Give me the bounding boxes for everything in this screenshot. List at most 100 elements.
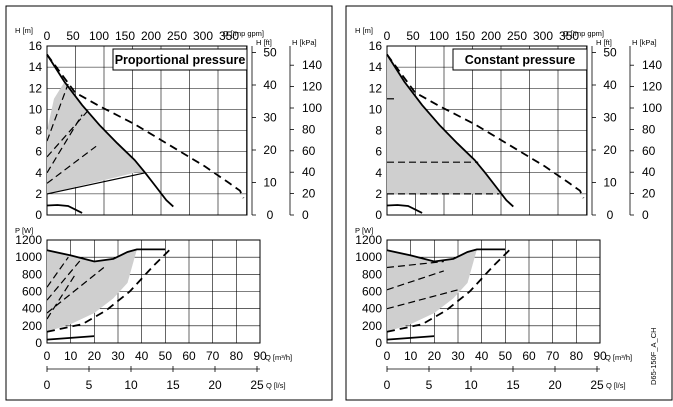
m3h-tick-label: 60 xyxy=(182,349,196,363)
power-curve xyxy=(386,335,435,341)
imp-gpm-tick-label: 200 xyxy=(141,29,161,43)
mode-title-box xyxy=(112,48,248,71)
power-control-curve xyxy=(386,270,444,291)
imp-gpm-tick-label: 300 xyxy=(533,29,553,43)
power-curve xyxy=(386,248,511,333)
kpa-tick-label: 0 xyxy=(302,208,309,222)
h-m-tick-label: 14 xyxy=(29,60,43,74)
h-m-tick-label: 6 xyxy=(35,145,42,159)
mode-title: Proportional pressure xyxy=(115,53,246,67)
imp-gpm-tick-label: 50 xyxy=(66,29,80,43)
imp-gpm-axis-label: Q [Imp gpm] xyxy=(223,29,264,38)
ft-tick-label: 20 xyxy=(603,143,617,157)
ls-tick-label: 25 xyxy=(250,378,264,392)
power-control-curve xyxy=(386,260,444,269)
power-control-curve xyxy=(46,273,76,320)
ls-tick-label: 0 xyxy=(384,378,391,392)
pump-curve xyxy=(46,53,245,199)
operating-area-shade xyxy=(387,54,500,194)
m3h-tick-label: 90 xyxy=(593,349,607,363)
m3h-tick-label: 40 xyxy=(135,349,149,363)
h-m-tick-label: 2 xyxy=(35,187,42,201)
m3h-tick-label: 70 xyxy=(546,349,560,363)
p-w-tick-label: 800 xyxy=(22,267,42,281)
p-w-tick-label: 600 xyxy=(362,285,382,299)
pump-curve xyxy=(46,204,83,214)
ls-tick-label: 5 xyxy=(426,378,433,392)
m3h-tick-label: 10 xyxy=(64,349,78,363)
m3h-tick-label: 20 xyxy=(428,349,442,363)
m3h-tick-label: 70 xyxy=(206,349,220,363)
p-w-tick-label: 1200 xyxy=(15,233,42,247)
p-w-axis-label: P [W] xyxy=(15,226,33,235)
ft-tick-label: 50 xyxy=(603,46,617,60)
m3h-tick-label: 50 xyxy=(499,349,513,363)
power-area-shade xyxy=(47,249,137,332)
ls-axis-label: Q [l/s] xyxy=(606,381,626,390)
m3h-axis-label: Q [m³/h] xyxy=(605,353,632,362)
p-w-tick-label: 400 xyxy=(22,302,42,316)
figure-code-caption: D65-150F_A_CH xyxy=(649,327,658,385)
ft-tick-label: 30 xyxy=(263,111,277,125)
mode-title: Constant pressure xyxy=(465,53,575,67)
h-m-tick-label: 4 xyxy=(375,166,382,180)
p-w-tick-label: 400 xyxy=(362,302,382,316)
h-m-axis-label: H [m] xyxy=(15,26,33,35)
power-control-curve xyxy=(46,267,105,314)
kpa-axis-label: H [kPa] xyxy=(292,38,317,47)
ls-axis-label: Q [l/s] xyxy=(266,381,286,390)
m3h-tick-label: 40 xyxy=(475,349,489,363)
m3h-tick-label: 80 xyxy=(570,349,584,363)
kpa-tick-label: 80 xyxy=(642,122,656,136)
h-m-tick-label: 16 xyxy=(369,39,383,53)
h-m-tick-label: 2 xyxy=(375,187,382,201)
panel-frame xyxy=(5,5,333,401)
h-m-tick-label: 10 xyxy=(369,102,383,116)
ft-tick-label: 0 xyxy=(267,208,274,222)
ft-tick-label: 40 xyxy=(603,78,617,92)
h-m-tick-label: 12 xyxy=(29,81,43,95)
panel-frame xyxy=(345,5,673,401)
h-m-tick-label: 10 xyxy=(29,102,43,116)
p-w-tick-label: 200 xyxy=(362,319,382,333)
h-m-tick-label: 14 xyxy=(369,60,383,74)
kpa-tick-label: 40 xyxy=(642,165,656,179)
power-curve xyxy=(386,248,506,263)
ls-tick-label: 15 xyxy=(166,378,180,392)
pump-curve xyxy=(386,204,423,214)
power-curve xyxy=(46,248,171,333)
imp-gpm-axis-label: Q [Imp gpm] xyxy=(563,29,604,38)
ft-tick-label: 50 xyxy=(263,46,277,60)
imp-gpm-tick-label: 250 xyxy=(167,29,187,43)
p-w-tick-label: 1200 xyxy=(355,233,382,247)
kpa-tick-label: 140 xyxy=(642,58,662,72)
kpa-tick-label: 140 xyxy=(302,58,322,72)
kpa-tick-label: 20 xyxy=(642,187,656,201)
p-w-tick-label: 1000 xyxy=(355,250,382,264)
h-m-tick-label: 16 xyxy=(29,39,43,53)
ft-axis-label: H [ft] xyxy=(596,38,612,47)
imp-gpm-tick-label: 150 xyxy=(115,29,135,43)
ls-tick-label: 5 xyxy=(86,378,93,392)
m3h-tick-label: 20 xyxy=(88,349,102,363)
ft-tick-label: 30 xyxy=(603,111,617,125)
control-curve xyxy=(46,172,146,195)
h-m-tick-label: 6 xyxy=(375,145,382,159)
imp-gpm-tick-label: 100 xyxy=(89,29,109,43)
mode-title-box xyxy=(452,48,588,71)
ls-tick-label: 10 xyxy=(124,378,138,392)
imp-gpm-tick-label: 350 xyxy=(559,29,579,43)
m3h-axis-label: Q [m³/h] xyxy=(265,353,292,362)
power-control-curve xyxy=(46,256,69,288)
pump-curve xyxy=(386,54,514,208)
imp-gpm-tick-label: 300 xyxy=(193,29,213,43)
imp-gpm-tick-label: 150 xyxy=(455,29,475,43)
ls-tick-label: 15 xyxy=(506,378,520,392)
m3h-tick-label: 60 xyxy=(522,349,536,363)
h-m-tick-label: 8 xyxy=(35,124,42,138)
power-control-curve xyxy=(386,289,459,310)
m3h-tick-label: 0 xyxy=(384,349,391,363)
